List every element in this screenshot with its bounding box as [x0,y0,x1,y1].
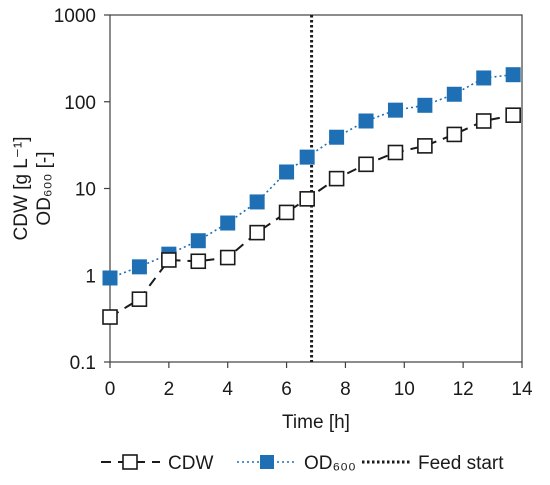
legend: CDW OD₆₀₀ Feed start [101,453,504,474]
data-point-od600 [102,270,118,286]
y-tick-label: 0.1 [70,353,96,374]
data-point-cdw [102,309,118,325]
data-point-od600 [505,67,521,83]
y-tick-label: 1 [85,266,96,287]
data-point-od600 [190,233,206,249]
data-point-cdw [417,138,433,154]
data-point-od600 [417,97,433,113]
data-point-cdw [446,126,463,143]
data-point-cdw [505,107,521,123]
data-point-od600 [279,164,295,180]
data-point-cdw [299,191,315,207]
data-point-cdw [387,144,404,161]
plot-frame [109,14,523,363]
data-point-od600 [329,129,345,145]
x-tick-label: 4 [222,379,233,400]
x-tick-label: 6 [281,379,292,400]
data-point-od600 [249,194,265,210]
y-tick-label: 100 [64,93,96,114]
legend-cdw-label: CDW [168,453,213,474]
y-axis-title-line1: CDW [g L⁻¹] [11,137,32,241]
data-point-od600 [446,86,462,102]
series-line-1 [109,73,514,279]
legend-feed-label: Feed start [418,453,504,474]
x-tick-label: 0 [105,379,116,400]
data-point-cdw [475,113,492,129]
data-point-cdw [161,252,177,268]
data-point-od600 [387,102,403,118]
legend-od600-label: OD₆₀₀ [304,453,356,474]
axes: 0 2 4 6 8 10 12 14 0.1 1 10 100 1000 Time [h] CDW [g L… [11,6,533,433]
plot-area [109,14,523,363]
data-point-cdw [219,249,236,266]
data-point-cdw [249,224,265,241]
legend-cdw-marker [122,454,138,470]
x-tick-label: 14 [511,379,533,400]
x-tick-label: 12 [453,379,474,400]
x-tick-label: 10 [394,379,415,400]
data-point-od600 [131,259,147,275]
data-point-cdw [328,170,345,187]
y-axis-title-line2: OD₆₀₀ [-] [34,151,55,225]
data-point-cdw [278,204,295,221]
x-tick-label: 2 [164,379,175,400]
data-point-cdw [190,253,207,270]
x-tick-label: 8 [340,379,351,400]
data-point-od600 [299,149,315,165]
x-axis-title: Time [h] [282,412,350,433]
y-tick-label: 1000 [54,6,96,27]
legend-od600-marker [260,455,274,469]
data-point-od600 [220,215,236,231]
data-point-cdw [131,291,148,307]
y-tick-label: 10 [75,180,96,201]
marks [102,15,521,362]
data-point-cdw [358,156,374,173]
data-point-od600 [476,70,492,86]
data-point-od600 [358,113,374,129]
